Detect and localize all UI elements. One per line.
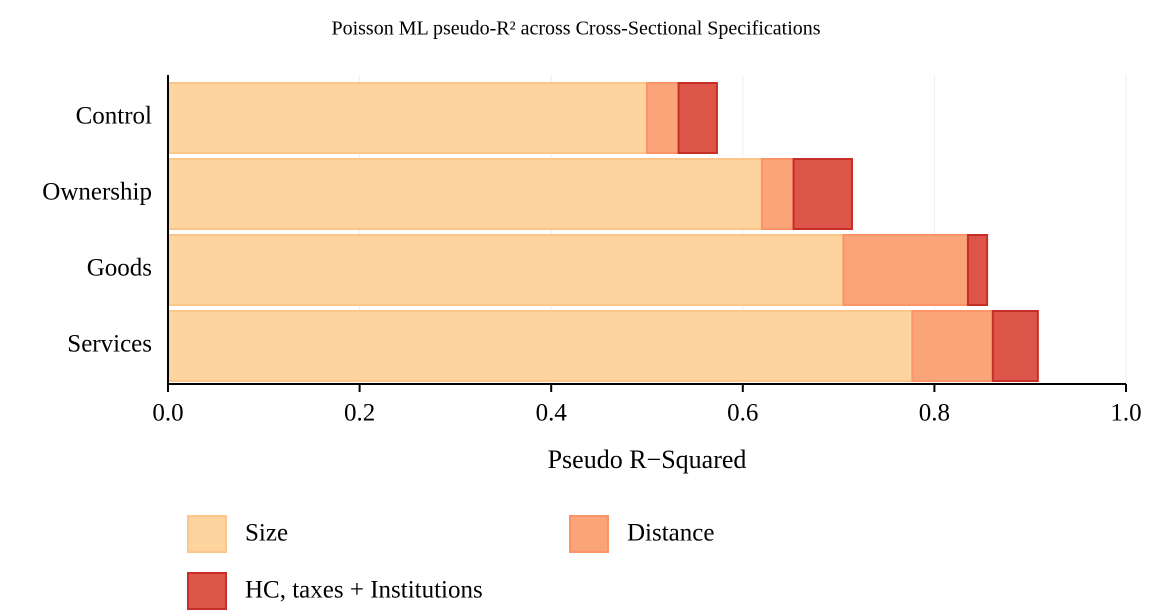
- bar-segment: [911, 310, 994, 382]
- x-tick-label: 0.8: [919, 400, 950, 427]
- x-tick-label: 0.6: [727, 400, 758, 427]
- x-axis-label: Pseudo R−Squared: [548, 445, 747, 474]
- x-tick-label: 1.0: [1110, 400, 1141, 427]
- bar-segment: [167, 234, 845, 306]
- y-tick-label: Goods: [87, 255, 152, 282]
- legend-swatch: [187, 572, 227, 610]
- legend-label: Size: [245, 520, 288, 547]
- bar-segment: [991, 310, 1039, 382]
- bar-segment: [677, 82, 718, 154]
- legend-label: HC, taxes + Institutions: [245, 577, 483, 604]
- bar-segment: [842, 234, 969, 306]
- y-tick-label: Services: [67, 331, 152, 358]
- bar-segment: [167, 82, 648, 154]
- bar-segment: [792, 158, 854, 230]
- x-tick-label: 0.0: [152, 400, 183, 427]
- legend-swatch: [187, 515, 227, 553]
- legend-swatch: [569, 515, 609, 553]
- chart-title: Poisson ML pseudo-R² across Cross-Sectio…: [331, 18, 820, 40]
- bar-segment: [167, 158, 763, 230]
- bar-segment: [167, 310, 914, 382]
- legend-label: Distance: [627, 520, 714, 547]
- bar-segment: [760, 158, 795, 230]
- y-tick-label: Control: [76, 103, 152, 130]
- x-tick-label: 0.4: [536, 400, 568, 427]
- y-tick-label: Ownership: [42, 179, 152, 206]
- bar-segment: [966, 234, 989, 306]
- bar-segment: [646, 82, 680, 154]
- x-tick-label: 0.2: [344, 400, 375, 427]
